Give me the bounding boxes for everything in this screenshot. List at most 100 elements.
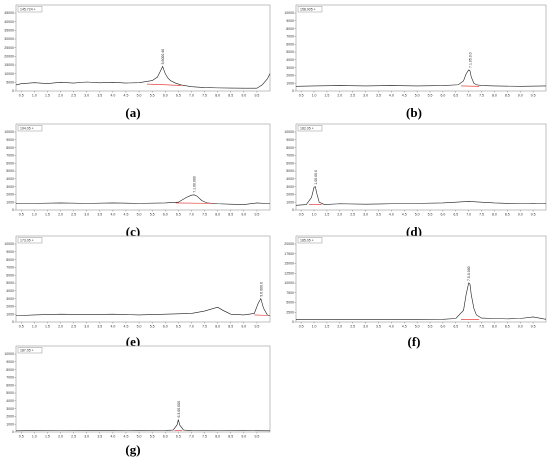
chart-f: 185.05 + 20000 17500 15000 12500 10000 7500 500… (284, 235, 547, 329)
y-tick-label: 2500 (286, 310, 294, 314)
y-tick-label: 9000 (286, 138, 294, 142)
y-tick-label: 17500 (284, 252, 294, 256)
y-tick-label: 15000 (284, 262, 294, 266)
x-tick-label: 2.5 (350, 213, 355, 217)
x-tick-label: 1.5 (324, 325, 329, 329)
y-tick-label: 5000 (6, 169, 14, 173)
x-tick-label: 1.0 (312, 213, 317, 217)
y-tick-label: 0 (12, 430, 14, 434)
x-tick-label: 5.0 (415, 94, 420, 98)
y-tick-label: 3000 (6, 185, 14, 189)
x-tick-label: 1.0 (32, 213, 37, 217)
x-tick-label: 9.5 (531, 94, 536, 98)
x-tick-label: 0.5 (299, 325, 304, 329)
x-tick-label: 0.5 (19, 325, 24, 329)
y-tick-label: 8000 (286, 146, 294, 150)
panel-tag-f: (f) (407, 334, 421, 349)
plot-frame (15, 123, 271, 211)
y-tick-label: 4000 (6, 399, 14, 403)
x-tick-label: 7.5 (479, 94, 484, 98)
x-tick-label: 8.5 (228, 94, 233, 98)
signal-trace (295, 282, 547, 320)
x-tick-label: 5.0 (137, 435, 142, 439)
x-tick-label: 8.5 (228, 435, 233, 439)
x-tick-label: 5.0 (137, 325, 142, 329)
x-tick-label: 4.0 (110, 435, 115, 439)
plot-frame (295, 4, 547, 92)
x-tick-label: 5.5 (150, 325, 155, 329)
y-tick-label: 8000 (6, 146, 14, 150)
y-tick-label: 10000 (4, 130, 14, 134)
x-tick-label: 4.0 (110, 213, 115, 217)
x-tick-label: 3.0 (363, 325, 368, 329)
y-tick-label: 9000 (6, 250, 14, 254)
x-tick-label: 3.0 (84, 325, 89, 329)
signal-trace (15, 297, 271, 317)
y-tick-label: 1000 (6, 200, 14, 204)
y-tick-label: 25000 (4, 46, 14, 50)
x-tick-label: 1.5 (45, 94, 50, 98)
y-tick-label: 4000 (6, 177, 14, 181)
plot-frame (295, 123, 547, 211)
x-tick-label: 4.5 (402, 325, 407, 329)
y-tick-label: 15000 (4, 63, 14, 67)
header-label: 185.05 + (300, 239, 314, 243)
x-tick-label: 8.0 (215, 325, 220, 329)
x-tick-label: 5.5 (428, 213, 433, 217)
x-tick-label: 1.0 (312, 94, 317, 98)
x-tick-label: 2.0 (337, 325, 342, 329)
x-tick-label: 3.0 (363, 94, 368, 98)
peak-label: 7.1.05.0.0 (468, 52, 472, 68)
x-tick-label: 4.0 (389, 213, 394, 217)
x-tick-label: 2.0 (58, 94, 63, 98)
panel-tag-b: (b) (406, 105, 422, 120)
peak-label: 9.6.000.0 (259, 282, 263, 297)
y-tick-label: 5000 (286, 169, 294, 173)
header-box (17, 6, 43, 13)
x-tick-label: 1.0 (32, 94, 37, 98)
x-tick-label: 9.0 (241, 435, 246, 439)
panel-tag-c: (c) (125, 224, 141, 239)
y-tick-label: 35000 (4, 29, 14, 33)
y-tick-label: 7000 (6, 266, 14, 270)
x-tick-label: 8.0 (215, 94, 220, 98)
signal-trace (295, 69, 547, 87)
header-box (297, 125, 323, 132)
y-tick-label: 45000 (4, 11, 14, 15)
x-tick-label: 5.0 (137, 213, 142, 217)
y-tick-label: 8000 (6, 258, 14, 262)
y-tick-label: 10000 (284, 11, 294, 15)
y-tick-label: 6000 (286, 42, 294, 46)
y-tick-label: 2000 (286, 74, 294, 78)
peak-label: 6.3.00.000 (177, 401, 181, 418)
y-tick-label: 3000 (286, 185, 294, 189)
x-tick-label: 2.5 (350, 325, 355, 329)
x-tick-label: 4.0 (110, 325, 115, 329)
x-tick-label: 6.5 (453, 213, 458, 217)
x-tick-label: 8.0 (215, 213, 220, 217)
y-tick-label: 8000 (286, 27, 294, 31)
x-tick-label: 6.0 (163, 213, 168, 217)
x-tick-label: 7.0 (189, 213, 194, 217)
y-tick-label: 7000 (286, 35, 294, 39)
x-tick-label: 9.0 (518, 94, 523, 98)
x-tick-label: 7.0 (189, 435, 194, 439)
x-tick-label: 9.0 (241, 325, 246, 329)
x-tick-label: 5.0 (415, 213, 420, 217)
header-box (297, 237, 323, 244)
x-tick-label: 7.5 (202, 213, 207, 217)
signal-trace (15, 65, 271, 89)
panel-e: 173.05 +10000 9000 8000 7000 6000 5000 4000 300… (2, 233, 272, 331)
x-tick-label: 3.5 (97, 325, 102, 329)
y-tick-label: 10000 (284, 281, 294, 285)
peak-label: 7.0.0.000 (467, 266, 471, 281)
panel-tag-a: (a) (125, 105, 141, 120)
x-tick-label: 4.0 (389, 325, 394, 329)
x-tick-label: 3.5 (376, 94, 381, 98)
x-tick-label: 3.5 (97, 213, 102, 217)
x-tick-label: 6.5 (453, 325, 458, 329)
chart-b: 158.005 +1000090008000700060005000400030… (284, 4, 547, 98)
y-tick-label: 2000 (6, 193, 14, 197)
y-tick-label: 10000 (284, 130, 294, 134)
